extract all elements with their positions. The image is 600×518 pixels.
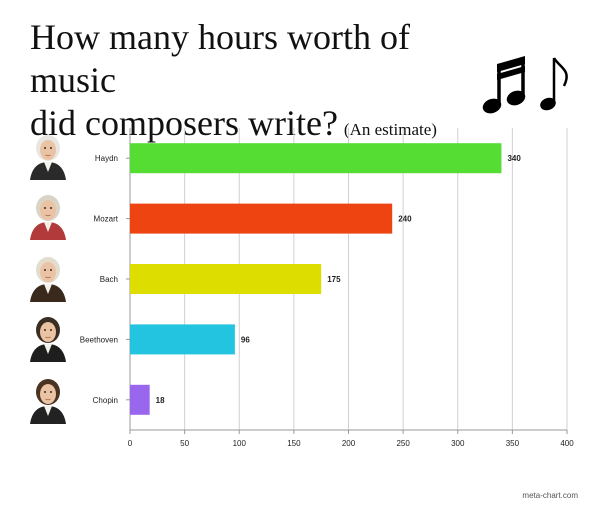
- data-label: 96: [241, 335, 250, 344]
- category-label: Mozart: [94, 215, 119, 224]
- composer-portrait-chopin: [26, 372, 70, 424]
- x-tick-label: 150: [287, 439, 301, 448]
- data-label: 340: [507, 154, 521, 163]
- x-tick-label: 200: [342, 439, 356, 448]
- x-tick-label: 0: [128, 439, 133, 448]
- bar: [130, 324, 235, 355]
- data-label: 240: [398, 215, 412, 224]
- music-notes-icon: [482, 56, 568, 114]
- bar: [130, 143, 502, 174]
- title-subtitle: (An estimate): [343, 120, 437, 139]
- x-tick-label: 100: [233, 439, 247, 448]
- x-tick-label: 400: [560, 439, 574, 448]
- category-label: Beethoven: [80, 335, 118, 344]
- x-tick-label: 50: [180, 439, 189, 448]
- data-label: 175: [327, 275, 341, 284]
- category-label: Chopin: [93, 396, 118, 405]
- bar: [130, 264, 322, 294]
- composer-portrait-haydn: [26, 128, 70, 180]
- composer-portrait-beethoven: [26, 310, 70, 362]
- x-tick-label: 300: [451, 439, 465, 448]
- category-label: Haydn: [95, 154, 118, 163]
- x-tick-label: 250: [396, 439, 410, 448]
- title-line-2-wrap: did composers write? (An estimate): [30, 102, 490, 151]
- bar: [130, 384, 150, 415]
- chart-title: How many hours worth of music did compos…: [30, 16, 490, 151]
- x-tick-label: 350: [506, 439, 520, 448]
- bar: [130, 203, 393, 234]
- title-line-2: did composers write?: [30, 103, 338, 143]
- title-line-1: How many hours worth of music: [30, 17, 410, 100]
- composer-portrait-mozart: [26, 188, 70, 240]
- data-label: 18: [156, 396, 165, 405]
- source-credit: meta-chart.com: [522, 491, 578, 500]
- category-label: Bach: [100, 275, 118, 284]
- composer-portrait-bach: [26, 250, 70, 302]
